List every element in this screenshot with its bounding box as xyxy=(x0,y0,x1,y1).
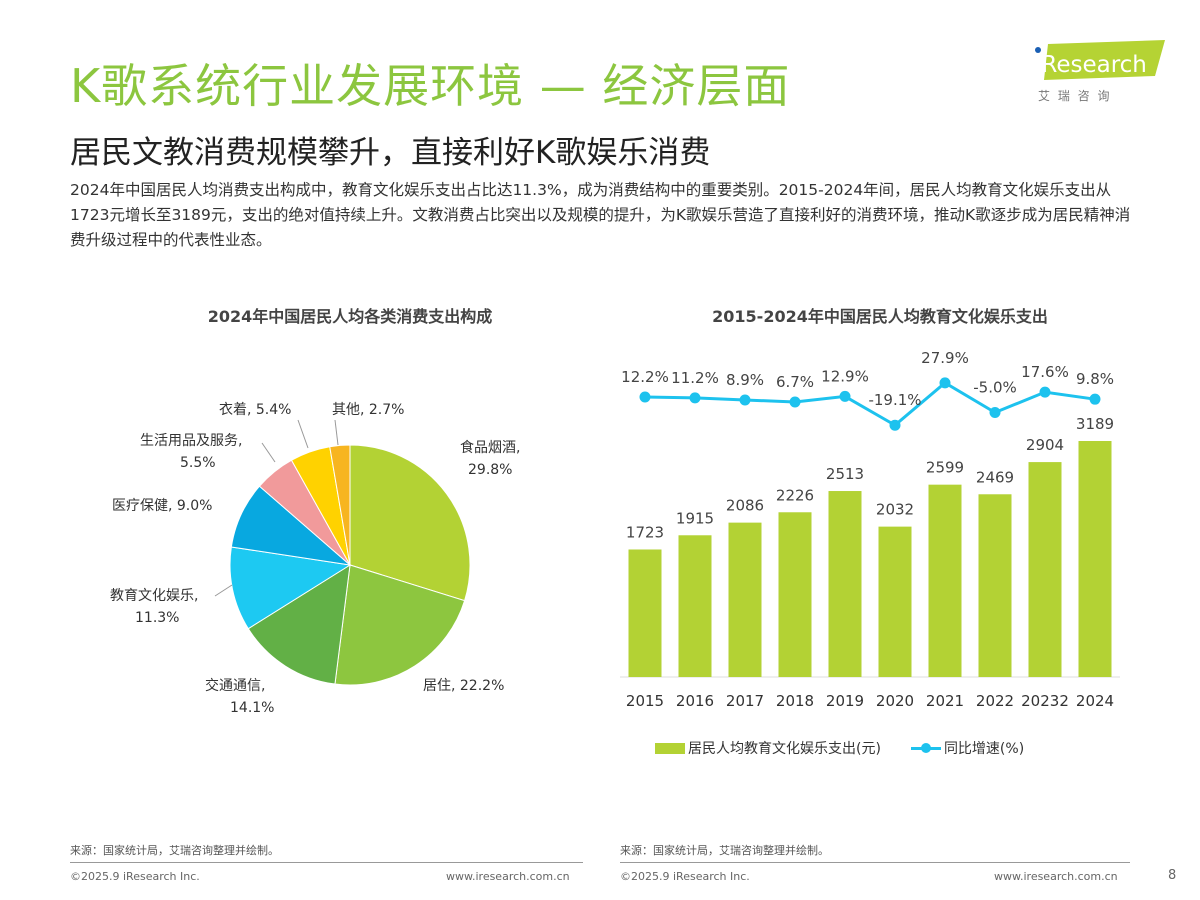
growth-label: 11.2% xyxy=(671,369,719,387)
pie-label: 其他, 2.7% xyxy=(332,402,404,418)
copyright-left: ©2025.9 iResearch Inc. xyxy=(70,870,200,883)
svg-text:艾 瑞 咨 询: 艾 瑞 咨 询 xyxy=(1038,88,1111,103)
growth-point xyxy=(889,419,901,431)
pie-value-label: 14.1% xyxy=(230,700,274,716)
bar xyxy=(1078,441,1112,677)
growth-label: 17.6% xyxy=(1021,363,1069,381)
x-tick-label: 2018 xyxy=(776,692,814,710)
pie-chart: 食品烟酒, 29.8% 居住, 22.2% 交通通信, 14.1% 教育文化娱乐, 11.3… xyxy=(110,402,520,716)
growth-point xyxy=(1089,393,1101,405)
x-tick-label: 2021 xyxy=(926,692,964,710)
pie-chart-title: 2024年中国居民人均各类消费支出构成 xyxy=(207,307,493,326)
pie-value-label: 29.8% xyxy=(468,462,512,478)
x-tick-label: 20232 xyxy=(1021,692,1069,710)
pie-value-label: 11.3% xyxy=(135,610,179,626)
bar-value-label: 2226 xyxy=(776,486,814,504)
pie-label: 居住, 22.2% xyxy=(423,678,504,694)
pie-slice xyxy=(334,564,466,686)
leader-line xyxy=(334,419,339,446)
url-left: www.iresearch.com.cn xyxy=(446,870,570,883)
growth-label: 6.7% xyxy=(776,373,814,391)
legend-bar-label: 居民人均教育文化娱乐支出(元) xyxy=(688,741,881,757)
bar xyxy=(978,494,1012,677)
bar-value-label: 2086 xyxy=(726,497,764,515)
leader-line xyxy=(261,442,276,463)
growth-point xyxy=(789,396,801,408)
growth-label: 8.9% xyxy=(726,371,764,389)
growth-point xyxy=(939,377,951,389)
source-right: 来源：国家统计局，艾瑞咨询整理并绘制。 xyxy=(620,844,829,857)
bar-value-label: 2513 xyxy=(826,465,864,483)
growth-label: -5.0% xyxy=(973,379,1017,397)
bar-value-label: 2032 xyxy=(876,501,914,519)
pie-slice xyxy=(229,546,352,630)
legend-bar-swatch xyxy=(655,742,685,754)
pie-label: 医疗保健, 9.0% xyxy=(112,498,212,514)
leader-line xyxy=(297,419,309,449)
url-right: www.iresearch.com.cn xyxy=(994,870,1118,883)
bar-value-label: 3189 xyxy=(1076,415,1114,433)
x-tick-label: 2022 xyxy=(976,692,1014,710)
growth-line xyxy=(644,381,1096,428)
leader-line xyxy=(214,584,233,597)
growth-point xyxy=(639,391,651,403)
growth-label: 9.8% xyxy=(1076,370,1114,388)
growth-label: 27.9% xyxy=(921,349,969,367)
x-tick-label: 2020 xyxy=(876,692,914,710)
bar-value-label: 2469 xyxy=(976,468,1014,486)
pie-slice xyxy=(349,444,471,602)
x-tick-label: 2015 xyxy=(626,692,664,710)
pie-label: 衣着, 5.4% xyxy=(219,402,291,418)
divider-right xyxy=(620,862,1130,863)
x-tick-label: 2017 xyxy=(726,692,764,710)
x-tick-label: 2024 xyxy=(1076,692,1114,710)
growth-point xyxy=(989,407,1001,418)
divider-left xyxy=(70,862,583,863)
pie-slice xyxy=(329,444,351,566)
pie-label: 交通通信, xyxy=(205,677,265,694)
bar xyxy=(928,484,962,677)
growth-label: 12.2% xyxy=(621,368,669,386)
pie-label: 食品烟酒, xyxy=(460,439,520,456)
growth-point xyxy=(839,390,851,402)
page-title: K歌系统行业发展环境 — 经济层面 xyxy=(70,59,791,113)
bar xyxy=(1028,462,1062,677)
bar xyxy=(878,526,912,677)
page-subtitle: 居民文教消费规模攀升，直接利好K歌娱乐消费 xyxy=(70,135,711,171)
pie-label: 生活用品及服务, xyxy=(140,433,242,449)
pie-label: 教育文化娱乐, xyxy=(110,588,198,604)
source-left: 来源：国家统计局，艾瑞咨询整理并绘制。 xyxy=(70,844,279,857)
bar-line-chart: 1723 2015 1915 2016 2086 2017 2226 2018 2513 2019… xyxy=(620,349,1120,710)
legend-line-label: 同比增速(%) xyxy=(943,741,1025,757)
copyright-right: ©2025.9 iResearch Inc. xyxy=(620,870,750,883)
pie-slice xyxy=(247,564,351,685)
bar xyxy=(678,535,712,677)
bar xyxy=(828,491,862,677)
svg-text:iResearch: iResearch xyxy=(1035,52,1147,78)
bar-chart-title: 2015-2024年中国居民人均教育文化娱乐支出 xyxy=(712,307,1048,326)
x-tick-label: 2016 xyxy=(676,692,714,710)
bar-value-label: 1723 xyxy=(626,523,664,541)
bar-value-label: 2599 xyxy=(926,459,964,477)
growth-point xyxy=(739,394,751,406)
growth-label: 12.9% xyxy=(821,367,869,385)
legend-line-swatch xyxy=(910,742,941,754)
bar-value-label: 2904 xyxy=(1026,436,1064,454)
growth-point xyxy=(1039,386,1051,398)
description: 2024年中国居民人均消费支出构成中，教育文化娱乐支出占比达11.3%，成为消费… xyxy=(70,181,1131,249)
pie-value-label: 5.5% xyxy=(180,455,216,471)
growth-label: -19.1% xyxy=(868,391,921,409)
chart-legend: 居民人均教育文化娱乐支出(元) 同比增速(%) xyxy=(655,738,1024,758)
bar xyxy=(728,522,762,677)
bar xyxy=(628,549,662,677)
x-tick-label: 2019 xyxy=(826,692,864,710)
page-number: 8 xyxy=(1168,868,1177,883)
bar xyxy=(778,512,812,677)
bar-value-label: 1915 xyxy=(676,509,714,527)
growth-point xyxy=(689,392,701,404)
iresearch-logo: iResearch 艾 瑞 咨 询 xyxy=(1035,40,1165,103)
